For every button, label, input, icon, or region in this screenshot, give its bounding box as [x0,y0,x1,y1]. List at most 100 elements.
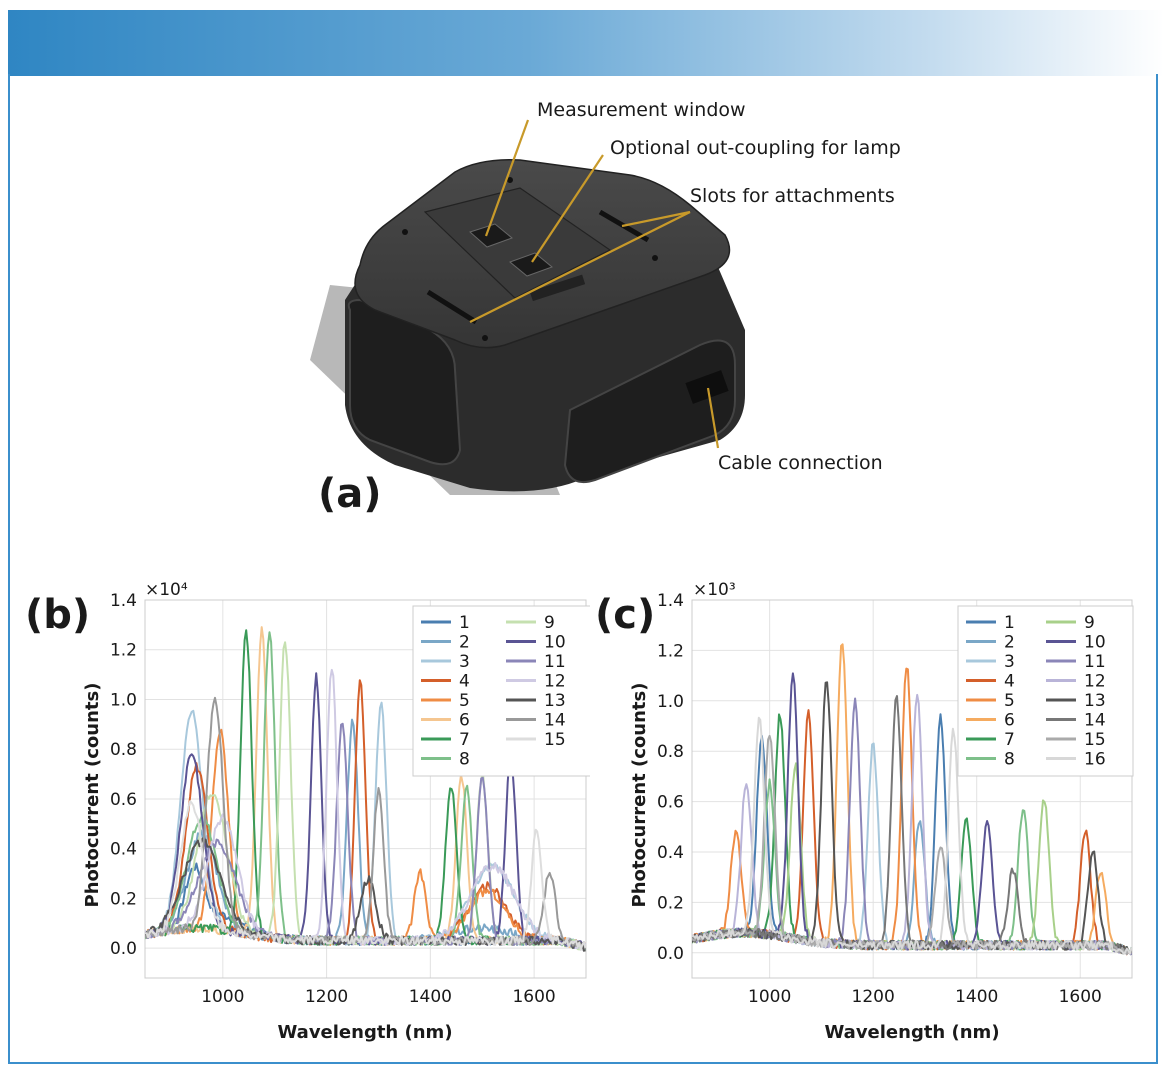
x-tick-label: 1400 [955,987,998,1007]
y-tick-label: 1.0 [657,692,684,712]
legend-label-15: 15 [1084,730,1106,750]
chart-b: (b) ×10⁴ 1000 1200 1400 1600 0.0 0.2 0.4 0.6 0.8… [25,580,590,1043]
legend-label-10: 10 [1084,633,1106,653]
panel-label-c: (c) [595,592,655,638]
leader-outcoupling [531,154,604,263]
legend-label-8: 8 [1004,750,1015,770]
series-line-14 [145,696,586,950]
x-tick-label: 1200 [852,987,895,1007]
cable-port [685,370,729,404]
callout-out-coupling: Optional out-coupling for lamp [610,137,901,159]
y-tick-label: 1.4 [657,591,684,611]
legend-label-9: 9 [544,613,555,633]
legend-label-6: 6 [1004,711,1015,731]
legend-label-13: 13 [1084,691,1106,711]
bottom-plate-strip [529,274,586,302]
y-tick-label: 1.2 [657,641,684,661]
legend-label-5: 5 [1004,691,1015,711]
leader-measurement [484,119,530,237]
leader-cable [706,387,720,449]
out-coupling-port [509,252,553,277]
plot-area-b [144,599,587,979]
multiplier-c: ×10³ [693,580,736,600]
series-line-15 [145,800,586,951]
legend-label-14: 14 [1084,711,1106,731]
y-tick-label: 0.0 [657,944,684,964]
legend-label-8: 8 [459,750,470,770]
legend-label-1: 1 [1004,613,1015,633]
x-tick-label: 1400 [409,987,452,1007]
slot-left [426,289,478,325]
ylabel-c: Photocurrent (counts) [629,683,650,908]
legend-label-7: 7 [459,730,470,750]
legend-label-13: 13 [544,691,566,711]
legend-label-12: 12 [1084,672,1106,692]
y-tick-label: 0.6 [110,790,137,810]
leader-slot-left [469,211,691,323]
device-illustration: Measurement window Optional out-coupling… [310,99,901,517]
legend-label-9: 9 [1084,613,1095,633]
y-tick-label: 1.4 [110,591,137,611]
panel-label-a: (a) [318,471,382,517]
legend-label-3: 3 [1004,652,1015,672]
x-tick-label: 1600 [512,987,555,1007]
y-tick-label: 0.0 [110,939,137,959]
xlabel-b: Wavelength (nm) [277,1022,452,1043]
measurement-window [469,223,513,248]
series-line-2 [145,718,586,951]
screw-hole [482,335,488,341]
series-lines-b [145,626,586,952]
legend-label-15: 15 [544,730,566,750]
legend-label-11: 11 [1084,652,1106,672]
legend-label-16: 16 [1084,750,1106,770]
x-tick-label: 1000 [201,987,244,1007]
y-tick-label: 0.6 [657,793,684,813]
top-plate [423,187,612,299]
header-banner [8,10,1164,76]
y-tick-label: 0.8 [657,742,684,762]
legend-label-14: 14 [544,711,566,731]
y-tick-label: 0.2 [110,889,137,909]
series-lines-c [692,643,1132,956]
x-tick-label: 1600 [1059,987,1102,1007]
screw-hole [652,255,658,261]
legend-label-4: 4 [459,672,470,692]
ticks-b: 1000 1200 1400 1600 0.0 0.2 0.4 0.6 0.8 1.0 1.2 1.4 [110,591,556,1007]
y-tick-label: 0.4 [110,840,137,860]
legend-label-6: 6 [459,711,470,731]
y-tick-label: 0.2 [657,893,684,913]
device-end-left [347,298,462,466]
legend-label-2: 2 [459,633,470,653]
legend-label-2: 2 [1004,633,1015,653]
figure-frame [8,74,1158,1064]
xlabel-c: Wavelength (nm) [824,1022,999,1043]
series-line-16 [692,716,1132,955]
screw-hole [402,229,408,235]
callout-cable: Cable connection [718,452,883,474]
legend-label-7: 7 [1004,730,1015,750]
chart-c: (c) ×10³ 1000 1200 1400 1600 0.0 0.2 0.4 0.6 0.8… [595,580,1134,1043]
callout-measurement-window: Measurement window [537,99,746,121]
legend-label-4: 4 [1004,672,1015,692]
y-tick-label: 0.8 [110,740,137,760]
x-tick-label: 1200 [305,987,348,1007]
screw-hole [507,177,513,183]
ticks-c: 1000 1200 1400 1600 0.0 0.2 0.4 0.6 0.8 1.0 1.2 1.4 [657,591,1102,1007]
legend-label-11: 11 [544,652,566,672]
device-end-right [563,339,736,484]
y-tick-label: 1.2 [110,641,137,661]
series-line-12 [145,668,586,952]
legend-box [412,605,590,777]
callout-slots: Slots for attachments [690,185,895,207]
legend-label-12: 12 [544,672,566,692]
legend-label-10: 10 [544,633,566,653]
multiplier-b: ×10⁴ [145,580,188,600]
legend-box [957,605,1134,777]
plot-area-c [691,599,1133,979]
legend-label-3: 3 [459,652,470,672]
ylabel-b: Photocurrent (counts) [82,683,103,908]
y-tick-label: 1.0 [110,690,137,710]
panel-label-b: (b) [25,592,90,638]
